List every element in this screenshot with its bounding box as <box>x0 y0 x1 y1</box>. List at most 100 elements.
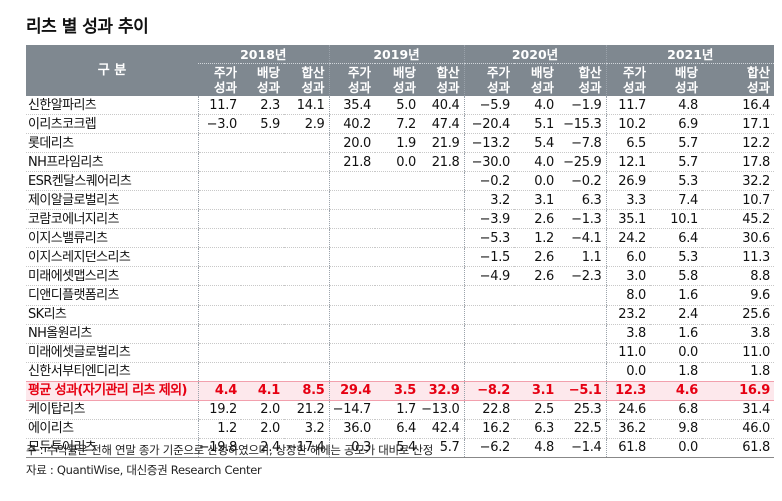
value-cell: 2.6 <box>514 266 559 287</box>
reit-name: 모두투어리츠 <box>26 438 198 458</box>
value-cell: −0.2 <box>463 171 515 192</box>
value-cell <box>284 266 330 287</box>
reit-name: NH프라임리츠 <box>26 152 198 173</box>
sub-header-line: 배당 <box>531 65 555 80</box>
value-cell: 1.1 <box>558 247 607 268</box>
value-cell: 2.5 <box>514 400 559 420</box>
value-cell <box>375 209 421 230</box>
value-cell <box>241 343 284 363</box>
value-cell: 2.0 <box>241 419 284 439</box>
value-cell: −2.3 <box>558 266 607 287</box>
value-cell: 6.9 <box>650 114 703 135</box>
value-cell <box>375 362 421 382</box>
value-cell: −19.8 <box>197 438 241 458</box>
value-cell <box>420 324 465 344</box>
value-cell: 2.4 <box>650 305 703 325</box>
value-cell: 1.8 <box>702 362 775 382</box>
table-row: SK리츠 23.2 2.4 25.6 <box>26 305 775 325</box>
value-cell: 22.5 <box>558 419 607 439</box>
value-cell: 16.4 <box>702 96 775 116</box>
value-cell <box>197 133 241 154</box>
value-cell: 21.8 <box>420 152 465 173</box>
value-cell <box>375 228 421 249</box>
value-cell <box>328 247 376 268</box>
value-cell <box>197 152 241 173</box>
value-cell <box>328 190 376 211</box>
value-cell <box>375 285 421 306</box>
table-row: 미래에셋맵스리츠 −4.9 2.6 −2.3 3.0 5.8 8.8 <box>26 266 775 287</box>
sub-header-line: 배당 <box>256 65 280 80</box>
value-cell: 4.6 <box>650 380 703 401</box>
value-cell <box>284 285 330 306</box>
value-cell: 29.4 <box>328 380 376 401</box>
value-cell <box>514 285 559 306</box>
value-cell: 12.3 <box>605 380 651 401</box>
value-cell <box>514 343 559 363</box>
table-row: NH프라임리츠 21.8 0.0 21.8 −30.0 4.0 −25.9 12.1 5.7 17… <box>26 152 775 173</box>
value-cell <box>328 228 376 249</box>
value-cell <box>241 228 284 249</box>
value-cell <box>197 324 241 344</box>
sub-header-line: 주가 <box>348 65 372 80</box>
value-cell: 36.2 <box>605 419 651 439</box>
value-cell: 9.8 <box>650 419 703 439</box>
value-cell: 2.0 <box>241 400 284 420</box>
value-cell: 1.2 <box>514 228 559 249</box>
value-cell: 17.8 <box>702 152 775 173</box>
value-cell: 40.2 <box>328 114 376 135</box>
value-cell <box>375 190 421 211</box>
value-cell: 3.8 <box>702 324 775 344</box>
value-cell: 0.0 <box>605 362 651 382</box>
value-cell <box>375 247 421 268</box>
sub-header-line: 성과 <box>256 80 280 95</box>
sub-header-line: 성과 <box>578 80 602 95</box>
value-cell <box>284 343 330 363</box>
sub-header-line: 주가 <box>487 65 511 80</box>
reit-name: SK리츠 <box>26 305 198 325</box>
value-cell: 47.4 <box>420 114 465 135</box>
value-cell: 5.8 <box>650 266 703 287</box>
value-cell: 10.7 <box>702 190 775 211</box>
value-cell: −4.9 <box>463 266 515 287</box>
sub-header-line: 합산 <box>747 65 771 80</box>
value-cell: 4.1 <box>241 380 284 401</box>
value-cell: 1.6 <box>650 324 703 344</box>
value-cell: 4.4 <box>197 380 241 401</box>
value-cell: 0.0 <box>650 438 703 458</box>
page-title: 리츠 별 성과 추이 <box>26 17 149 37</box>
value-cell <box>420 266 465 287</box>
value-cell: 22.8 <box>463 400 515 420</box>
value-cell <box>375 324 421 344</box>
value-cell: 5.3 <box>650 171 703 192</box>
reit-name: 신한서부티엔디리츠 <box>26 362 198 382</box>
value-cell: 26.9 <box>605 171 651 192</box>
value-cell: −4.1 <box>558 228 607 249</box>
value-cell: 32.9 <box>420 380 465 401</box>
value-cell: 2.6 <box>514 247 559 268</box>
value-cell <box>420 209 465 230</box>
table-row: 신한서부티엔디리츠 0.0 1.8 1.8 <box>26 362 775 382</box>
value-cell <box>284 171 330 192</box>
value-cell: 7.4 <box>650 190 703 211</box>
reit-name: 롯데리츠 <box>26 133 198 154</box>
value-cell <box>241 305 284 325</box>
value-cell <box>197 266 241 287</box>
sub-header-line: 성과 <box>348 80 372 95</box>
value-cell <box>284 152 330 173</box>
value-cell: 5.3 <box>650 247 703 268</box>
reit-name: 제이알글로벌리츠 <box>26 190 198 211</box>
value-cell: 30.6 <box>702 228 775 249</box>
value-cell <box>514 324 559 344</box>
value-cell <box>420 343 465 363</box>
value-cell: 4.8 <box>514 438 559 458</box>
value-cell: −15.3 <box>558 114 607 135</box>
value-cell: 5.7 <box>650 152 703 173</box>
value-cell: −7.8 <box>558 133 607 154</box>
value-cell: 4.8 <box>650 96 703 116</box>
reit-name: 이지스밸류리츠 <box>26 228 198 249</box>
value-cell: 11.0 <box>605 343 651 363</box>
value-cell <box>328 343 376 363</box>
sub-header-line: 배당 <box>393 65 417 80</box>
table-row: 이지스레지던스리츠 −1.5 2.6 1.1 6.0 5.3 11.3 <box>26 247 775 268</box>
value-cell: −3.9 <box>463 209 515 230</box>
